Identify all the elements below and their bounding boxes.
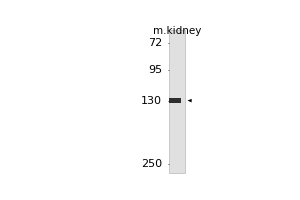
Bar bbox=[169, 30, 185, 173]
Text: 72: 72 bbox=[148, 38, 162, 48]
Text: 95: 95 bbox=[148, 65, 162, 75]
Text: 250: 250 bbox=[141, 159, 162, 169]
Bar bbox=[169, 98, 182, 103]
Text: 130: 130 bbox=[141, 96, 162, 106]
Text: m.kidney: m.kidney bbox=[153, 26, 201, 36]
Polygon shape bbox=[188, 99, 192, 102]
